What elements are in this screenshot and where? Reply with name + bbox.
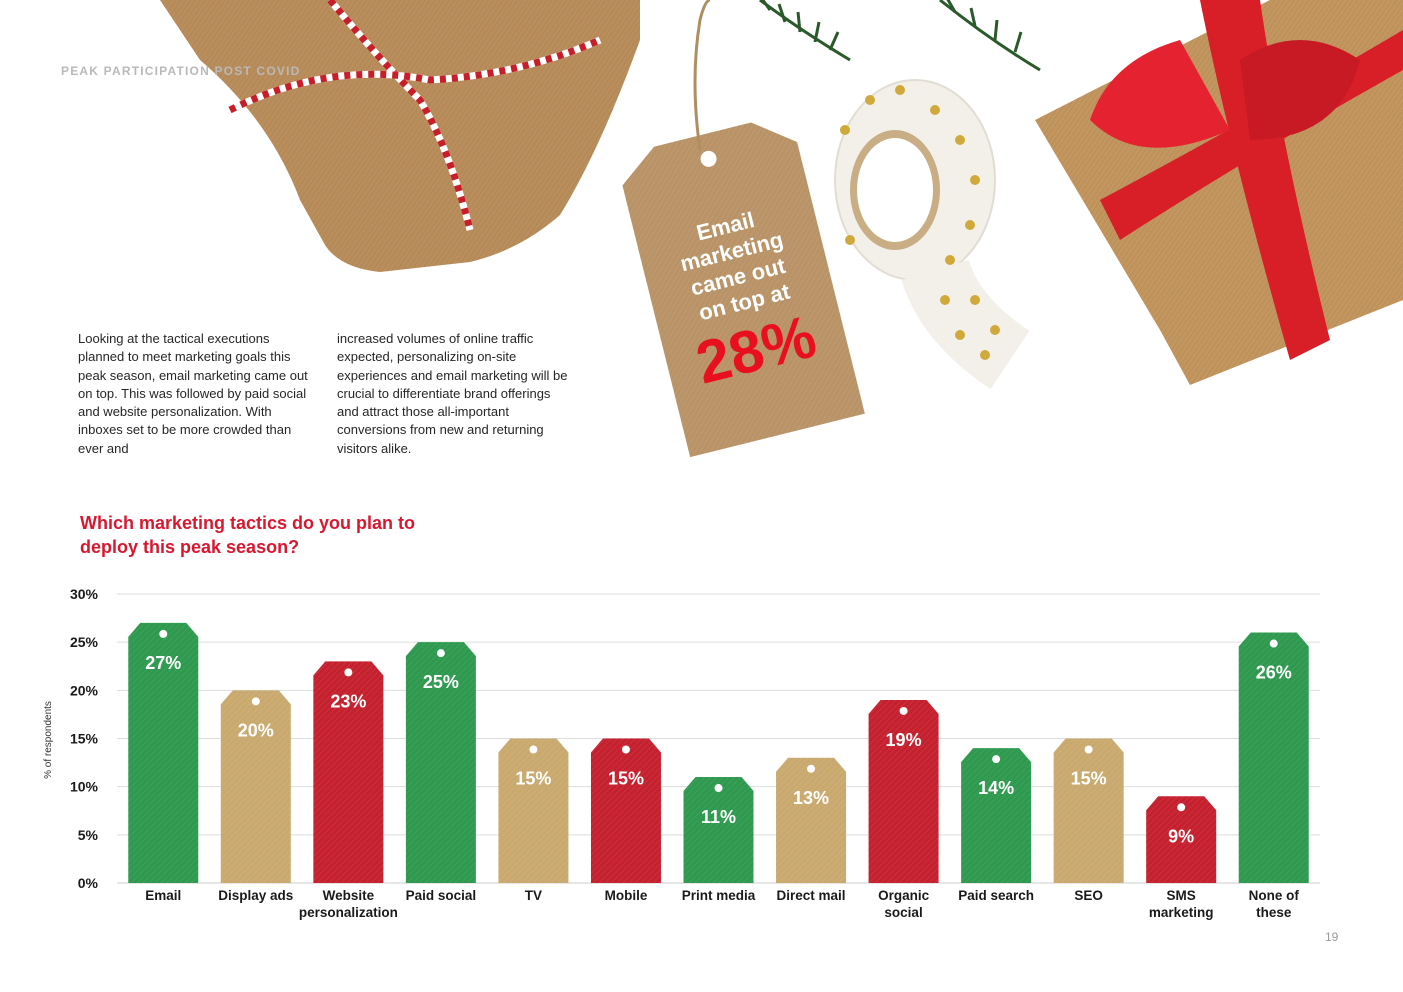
bar-value-label: 25% [423,672,459,692]
x-tick-label: Website [323,888,375,903]
bar-group: 15% [590,738,661,883]
bar-texture [128,622,199,883]
y-tick-label: 10% [70,779,99,795]
bar-value-label: 14% [978,778,1014,798]
bar-value-label: 19% [886,730,922,750]
bar-value-label: 9% [1168,826,1194,846]
gift-box-image-left [160,0,640,272]
bar-texture [1238,632,1309,883]
bar-value-label: 15% [1071,769,1107,789]
bar-value-label: 13% [793,788,829,808]
tag-hole [251,697,260,706]
bar-value-label: 20% [238,720,274,740]
tag-hole [344,668,353,677]
y-tick-label: 20% [70,682,99,698]
bar-value-label: 15% [515,769,551,789]
y-tick-label: 5% [78,827,99,843]
x-tick-label: Organic [878,888,930,903]
bar-group: 11% [683,777,754,883]
tag-hole [1084,745,1093,754]
bar-texture [1146,796,1217,883]
hero-tag [622,122,865,458]
fir-branch-image [759,0,1041,72]
bar-texture [1053,738,1124,883]
bar-texture [498,738,569,883]
chart-bars: 27% 20% 23% 25% 15% 15% 11% 13% 19% 14% 15% 9% 26% [128,622,1309,883]
bar-group: 26% [1238,632,1309,883]
bar-group: 14% [961,748,1032,883]
body-text-column-1: Looking at the tactical executions plann… [78,331,308,456]
y-tick-label: 15% [70,731,99,747]
bar-group: 20% [220,690,291,883]
bar-group: 27% [128,622,199,883]
tag-hole [714,784,723,793]
bar-group: 9% [1146,796,1217,883]
bar-texture [590,738,661,883]
tag-hole [436,649,445,658]
x-tick-label: Paid search [958,888,1034,903]
tag-hole [899,706,908,715]
bar-group: 15% [498,738,569,883]
bar-texture [961,748,1032,883]
x-tick-label: Print media [682,888,756,903]
tag-hole [621,745,630,754]
tag-hole [807,764,816,773]
tag-hole [1177,803,1186,812]
tag-hole [529,745,538,754]
chart-y-axis-label: % of respondents [43,701,54,779]
chart-y-ticks: 0% 5% 10% 15% 20% 25% 30% [70,586,99,891]
y-tick-label: 25% [70,634,99,650]
bar-texture [868,699,939,883]
chart-x-labels: Email Display ads Website personalization Pa… [145,888,1299,920]
tag-string [693,0,711,151]
page-number: 19 [1325,930,1339,944]
bar-texture [405,642,476,883]
bar-group: 23% [313,661,384,883]
bar-value-label: 23% [330,691,366,711]
section-header: PEAK PARTICIPATION POST COVID [61,64,301,78]
bar-value-label: 15% [608,769,644,789]
washi-tape-image [834,79,1030,390]
x-tick-label: TV [525,888,542,903]
x-tick-label: marketing [1149,905,1214,920]
chart-title: Which marketing tactics do you plan to d… [80,513,416,557]
x-tick-label: Display ads [218,888,293,903]
bar-texture [220,690,291,883]
tag-hole [159,629,168,638]
bar-value-label: 11% [701,807,736,827]
bar-group: 19% [868,699,939,883]
x-tick-label: Mobile [605,888,648,903]
x-tick-label: Direct mail [777,888,846,903]
bar-texture [313,661,384,883]
x-tick-label: Email [145,888,181,903]
bar-texture [683,777,754,883]
bar-value-label: 26% [1256,663,1292,683]
body-text-column-2: increased volumes of online traffic expe… [337,331,568,456]
x-tick-label: Paid social [406,888,477,903]
y-tick-label: 30% [70,586,99,602]
bar-value-label: 27% [145,653,181,673]
bar-group: 15% [1053,738,1124,883]
tag-hole [1269,639,1278,648]
x-tick-label: personalization [299,905,398,920]
bar-group: 25% [405,642,476,883]
tag-hole [992,755,1001,764]
bar-group: 13% [776,757,847,883]
x-tick-label: SEO [1074,888,1103,903]
bar-texture [776,757,847,883]
gift-box-image-right [1035,0,1403,385]
x-tick-label: social [884,905,922,920]
y-tick-label: 0% [78,875,99,891]
x-tick-label: None of [1249,888,1300,903]
x-tick-label: SMS [1167,888,1196,903]
x-tick-label: these [1256,905,1292,920]
